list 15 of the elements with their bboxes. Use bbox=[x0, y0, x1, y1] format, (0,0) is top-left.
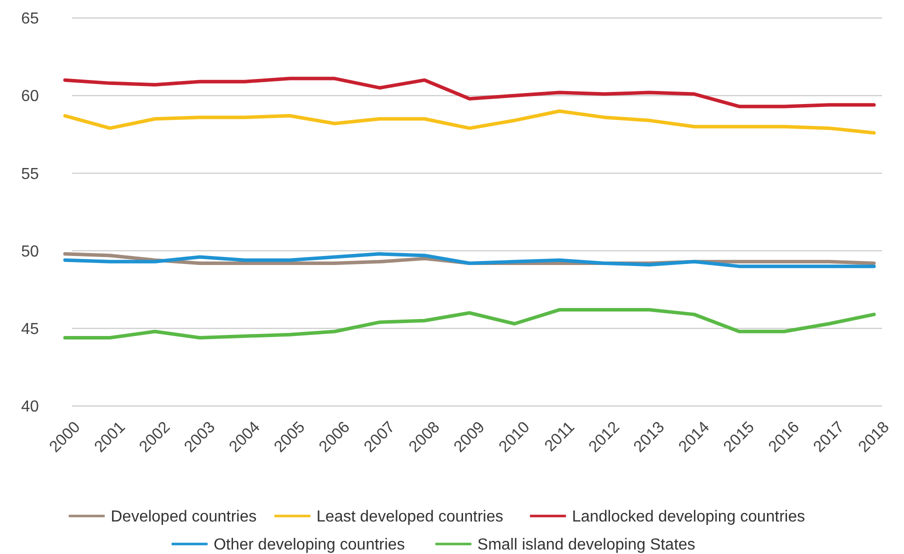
line-series bbox=[63, 252, 876, 268]
legend-label: Small island developing States bbox=[477, 536, 696, 554]
y-tick-label: 40 bbox=[21, 398, 39, 416]
legend-label: Least developed countries bbox=[316, 508, 504, 526]
y-tick-label: 60 bbox=[21, 88, 39, 106]
line-series bbox=[63, 109, 876, 135]
legend-label: Landlocked developing countries bbox=[572, 508, 806, 526]
y-tick-label: 45 bbox=[21, 321, 39, 338]
y-tick-label: 65 bbox=[21, 10, 39, 28]
y-tick-label: 55 bbox=[21, 166, 39, 183]
legend-label: Developed countries bbox=[110, 508, 257, 526]
legend-label: Other developing countries bbox=[214, 536, 405, 554]
line-series bbox=[63, 308, 876, 340]
line-series bbox=[63, 76, 876, 108]
y-tick-label: 50 bbox=[21, 243, 39, 260]
